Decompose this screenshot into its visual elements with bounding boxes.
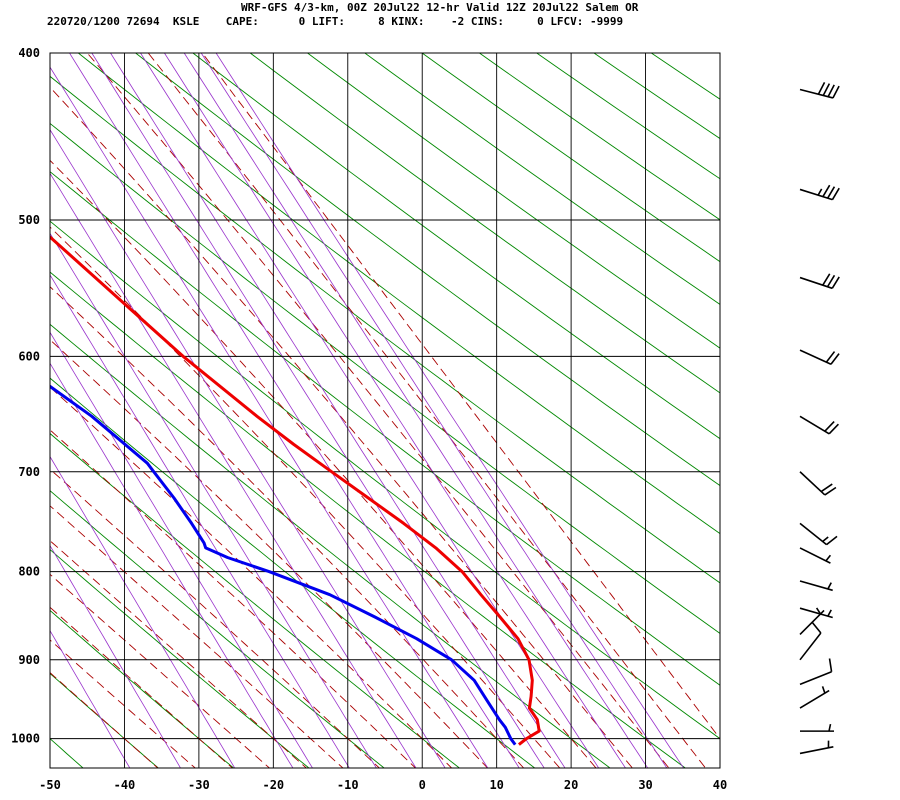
temperature-tick-label: 20 [564,778,578,792]
mixing-ratio-line [215,53,685,768]
plot-frame [49,52,721,769]
pressure-tick-label: 400 [18,46,40,60]
wind-barb [799,580,833,592]
background-lines [50,53,720,768]
moist-adiabat [50,573,271,768]
wind-barb [799,522,838,546]
wind-barb [799,82,840,99]
dry-adiabat [478,53,720,221]
wind-barb [799,273,840,290]
moist-adiabat [50,286,525,768]
mixing-ratio-line [200,53,668,768]
mixing-ratio-line [50,362,294,768]
moist-adiabat [201,53,720,740]
temperature-tick-label: -20 [262,778,284,792]
mixing-ratio-line [163,53,626,768]
mixing-ratio-line [50,172,417,768]
temperature-tick-label: -30 [188,778,210,792]
moist-adiabat [50,672,159,768]
temperature-tick-label: 30 [638,778,652,792]
dry-adiabat [50,548,310,768]
mixing-ratio-line [50,232,377,768]
wind-barb [799,349,840,365]
dry-adiabat [421,53,720,263]
dry-adiabat [50,122,720,634]
pressure-tick-label: 1000 [11,732,40,746]
temperature-tick-label: -10 [337,778,359,792]
mixing-ratio-line [110,53,566,768]
moist-adiabat [50,386,453,768]
dry-adiabat [134,53,720,487]
wind-barb [799,607,833,619]
dry-adiabat [50,609,235,768]
moist-adiabat [50,606,234,768]
dry-adiabat [50,220,720,740]
chart-header: WRF-GFS 4/3-km, 00Z 20Jul22 12-hr Valid … [0,0,900,36]
wind-barb [799,622,822,661]
dry-adiabat [50,323,611,768]
wind-barb [799,740,834,755]
temperature-tick-label: 40 [713,778,727,792]
wind-barb-column [799,82,840,755]
temperature-tick-label: -40 [114,778,136,792]
moist-adiabat [50,339,489,768]
dry-adiabat [249,53,720,394]
dry-adiabat [50,672,159,768]
moist-adiabat [50,86,633,768]
moist-adiabat [50,468,380,768]
pressure-tick-label: 700 [18,465,40,479]
moist-adiabat [50,429,417,768]
dry-adiabat [593,53,720,140]
temperature-tick-label: 10 [489,778,503,792]
wind-barb [799,184,840,201]
dry-adiabat [50,75,720,584]
wind-barb [799,471,837,496]
wind-barb [799,547,832,564]
mixing-ratio-line [50,274,350,768]
wind-barb [799,686,830,709]
pressure-tick-label: 500 [18,213,40,227]
moist-adiabat [50,540,307,768]
moist-adiabat [50,505,344,768]
moist-adiabat [147,53,707,768]
moist-adiabat [50,226,561,768]
mixing-ratio-line [140,53,600,768]
dry-adiabat [364,53,720,306]
temperature-profile [50,234,541,746]
mixing-ratio-line [50,128,446,768]
dewpoint-profile [50,384,517,746]
sounding-profiles [50,234,541,746]
pressure-tick-label: 900 [18,653,40,667]
moist-adiabat [50,639,196,768]
dry-adiabat [650,53,720,100]
pressure-tick-label: 600 [18,349,40,363]
mixing-ratio-line [69,53,520,768]
mixing-ratio-line [50,629,131,768]
station-stats-line: 220720/1200 72694 KSLE CAPE: 0 LIFT: 8 K… [47,15,624,28]
dry-adiabat [535,53,720,180]
axis-tick-labels: 400 500 600 700 800 900 1000 -50 -40 -30 -20 -10 0 10… [11,46,727,792]
mixing-ratio-line [50,331,313,768]
temperature-tick-label: -50 [39,778,61,792]
dry-adiabat [50,377,536,768]
chart-title: WRF-GFS 4/3-km, 00Z 20Jul22 12-hr Valid … [241,1,639,14]
moist-adiabat [86,53,670,768]
dry-adiabat [306,53,720,349]
dry-adiabat [50,432,461,768]
wind-barb [799,607,825,636]
dry-adiabat [50,271,687,768]
wind-barb [799,415,839,435]
pressure-tick-label: 800 [18,565,40,579]
dry-adiabat [50,490,385,768]
mixing-ratio-line [50,544,181,768]
temperature-tick-label: 0 [419,778,426,792]
wind-barb [799,658,833,686]
wind-barb [800,723,834,732]
mixing-ratio-line [50,455,236,768]
